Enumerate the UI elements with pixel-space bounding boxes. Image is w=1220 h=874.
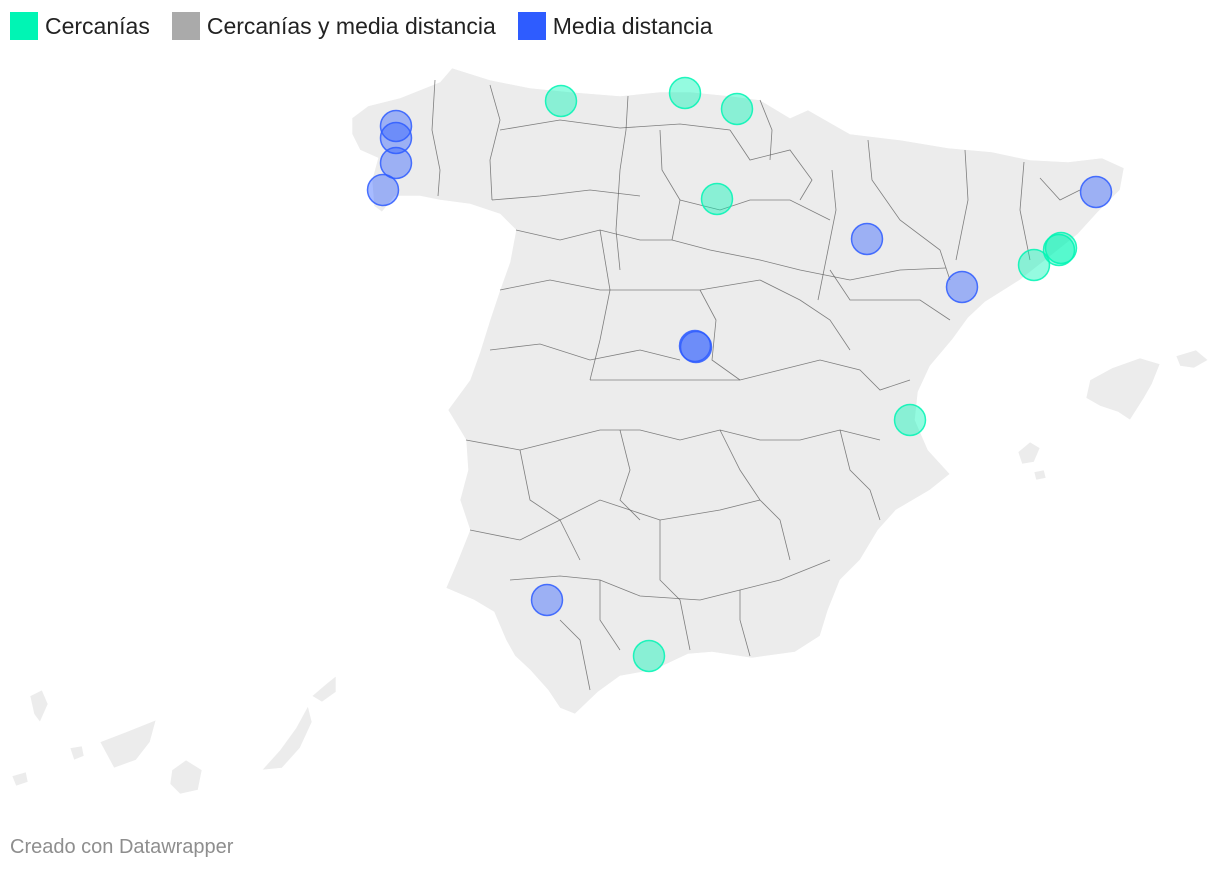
tenerife-shape	[99, 719, 157, 769]
gran-canaria-shape	[169, 759, 203, 795]
border-line	[729, 129, 813, 201]
border-line	[839, 429, 881, 521]
border-line	[739, 590, 751, 657]
station-marker[interactable]	[678, 329, 712, 363]
border-line	[659, 520, 691, 651]
legend-swatch-cercanias	[10, 12, 38, 40]
station-marker[interactable]	[366, 173, 400, 207]
station-marker[interactable]	[668, 76, 702, 110]
border-line	[519, 449, 581, 561]
station-marker[interactable]	[893, 403, 927, 437]
border-line	[615, 95, 629, 271]
legend-label-media-distancia: Media distancia	[552, 13, 713, 39]
marker-layer	[366, 76, 1113, 673]
land-layer	[11, 67, 1209, 795]
station-marker[interactable]	[700, 182, 734, 216]
border-line	[590, 359, 911, 391]
province-borders	[431, 79, 1081, 691]
legend-label-cercanias-y-media-distancia: Cercanías y media distancia	[206, 13, 496, 39]
border-line	[491, 189, 641, 201]
border-line	[589, 229, 611, 381]
border-line	[469, 499, 761, 541]
station-marker[interactable]	[945, 270, 979, 304]
la-palma-shape	[29, 689, 49, 723]
fuerteventura-shape	[261, 705, 313, 771]
legend-swatch-media-distancia	[517, 12, 546, 40]
border-line	[699, 289, 741, 381]
border-line	[559, 619, 591, 691]
attribution-footer: Creado con Datawrapper	[10, 836, 234, 858]
legend-item-media-distancia[interactable]: Media distancia	[517, 12, 713, 40]
station-marker[interactable]	[379, 109, 413, 143]
border-line	[515, 229, 947, 281]
border-line	[431, 79, 441, 197]
station-marker[interactable]	[1044, 231, 1078, 265]
menorca-shape	[1175, 349, 1209, 369]
station-marker[interactable]	[679, 330, 713, 364]
border-line	[1019, 161, 1031, 261]
station-marker[interactable]	[850, 222, 884, 256]
formentera-shape	[1033, 469, 1047, 481]
border-line	[599, 580, 621, 651]
station-marker[interactable]	[632, 639, 666, 673]
station-marker[interactable]	[530, 583, 564, 617]
border-line	[465, 429, 881, 451]
legend-item-cercanias-y-media-distancia[interactable]: Cercanías y media distancia	[171, 12, 496, 40]
border-line	[955, 149, 969, 261]
lanzarote-shape	[311, 675, 337, 703]
border-line	[759, 279, 851, 351]
la-gomera-shape	[69, 745, 85, 761]
station-marker[interactable]	[379, 121, 413, 155]
border-line	[659, 129, 681, 241]
el-hierro-shape	[11, 771, 29, 787]
legend-label-cercanias: Cercanías	[45, 13, 150, 39]
mallorca-shape	[1085, 357, 1161, 421]
border-line	[867, 139, 951, 281]
station-marker[interactable]	[379, 146, 413, 180]
border-line	[489, 343, 681, 361]
legend-item-cercanias[interactable]: Cercanías	[10, 12, 150, 40]
border-line	[679, 199, 831, 221]
legend-swatch-cercanias-y-media-distancia	[171, 12, 200, 40]
legend: Cercanías Cercanías y media distancia Me…	[10, 12, 713, 40]
station-marker[interactable]	[544, 84, 578, 118]
border-line	[509, 559, 831, 601]
station-marker[interactable]	[720, 92, 754, 126]
peninsula-shape	[351, 67, 1125, 715]
border-line	[499, 119, 731, 131]
border-line	[1039, 177, 1081, 201]
border-line	[489, 84, 501, 201]
border-line	[499, 279, 761, 291]
station-marker[interactable]	[1017, 248, 1051, 282]
station-marker[interactable]	[1079, 175, 1113, 209]
border-line	[759, 99, 773, 161]
border-line	[829, 269, 951, 321]
station-marker[interactable]	[1042, 233, 1076, 267]
ibiza-shape	[1017, 441, 1041, 465]
